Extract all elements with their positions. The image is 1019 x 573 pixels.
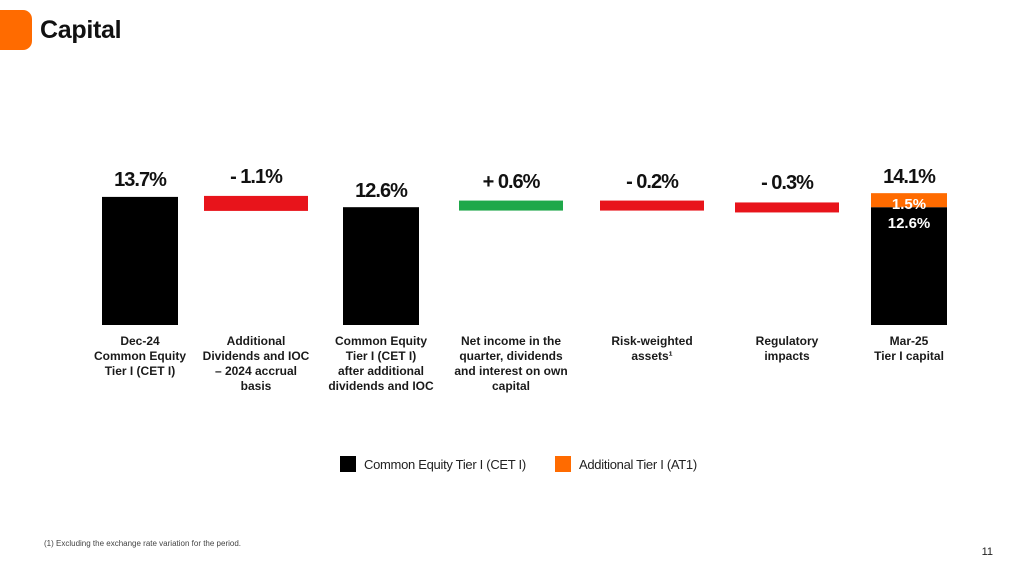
bar-dec24-cet1 [102, 196, 178, 325]
bar-value-cet1-after-dividends: 12.6% [355, 180, 408, 203]
category-label-1: Additional Dividends and IOC – 2024 accr… [202, 334, 310, 393]
category-label-6: Mar-25 Tier I capital [874, 334, 944, 363]
bar-mar25-cet1 [871, 207, 947, 325]
bar-value-mar25-total: 14.1% [883, 166, 936, 189]
legend-swatch-cet1 [340, 456, 356, 472]
legend-swatch-at1 [555, 456, 571, 472]
bar-value-mar25-at1: 1.5% [891, 196, 927, 214]
bar-cet1-after-dividends [343, 207, 419, 325]
bar-delta-4 [600, 200, 704, 211]
bar-delta-1 [204, 195, 308, 211]
category-label-5: Regulatory impacts [755, 334, 819, 363]
bar-mar25-at1 [871, 193, 947, 208]
bar-value-mar25-cet1: 12.6% [887, 215, 931, 233]
page-number: 11 [981, 546, 993, 558]
bar-value-delta-3: + 0.6% [482, 170, 541, 193]
bar-value-delta-1: - 1.1% [230, 165, 283, 188]
bar-value-delta-4: - 0.2% [626, 170, 679, 193]
category-label-3: Net income in the quarter, dividends and… [454, 334, 568, 393]
footnote: (1) Excluding the exchange rate variatio… [44, 539, 242, 548]
bar-value-delta-5: - 0.3% [761, 172, 814, 195]
category-label-4: Risk-weighted assets¹ [611, 334, 693, 363]
category-label-2: Common Equity Tier I (CET I) after addit… [328, 334, 434, 393]
legend-item-at1: Additional Tier I (AT1) [555, 456, 697, 472]
accent-shape [0, 10, 32, 50]
chart-legend: Common Equity Tier I (CET I) Additional … [0, 456, 1019, 478]
bar-delta-5 [735, 202, 839, 213]
bar-delta-3 [459, 200, 563, 211]
legend-label-cet1: Common Equity Tier I (CET I) [364, 456, 526, 472]
bar-value-dec24: 13.7% [114, 168, 167, 191]
legend-item-cet1: Common Equity Tier I (CET I) [340, 456, 526, 472]
category-label-0: Dec-24 Common Equity Tier I (CET I) [94, 334, 186, 378]
legend-label-at1: Additional Tier I (AT1) [579, 456, 697, 472]
page-title: Capital [40, 16, 122, 44]
